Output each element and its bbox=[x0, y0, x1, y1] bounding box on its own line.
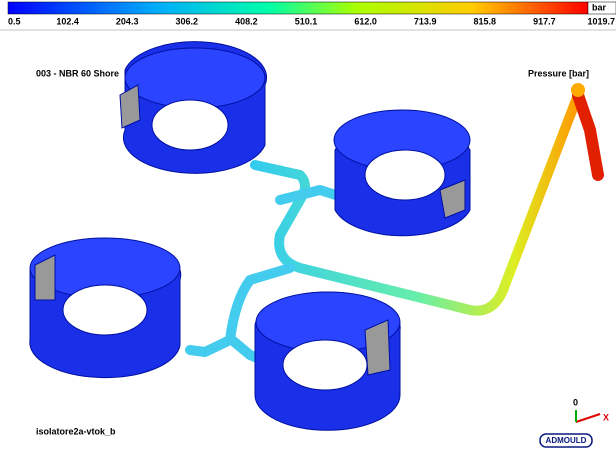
colorbar-tick-label: 0.5 bbox=[8, 16, 21, 26]
colorbar-tick-label: 102.4 bbox=[56, 16, 79, 26]
colorbar-tick-label: 408.2 bbox=[235, 16, 258, 26]
axis-triad: 0 X bbox=[573, 397, 609, 423]
colorbar-tick-label: 917.7 bbox=[533, 16, 556, 26]
axis-origin: 0 bbox=[573, 397, 578, 407]
colorbar-tick-label: 713.9 bbox=[414, 16, 437, 26]
logo: ADMOULD bbox=[539, 433, 593, 448]
colorbar-unit: bar bbox=[592, 2, 607, 12]
colorbar-tick-label: 510.1 bbox=[295, 16, 318, 26]
unit-box bbox=[587, 1, 616, 15]
colorbar bbox=[7, 1, 589, 15]
axis-x: X bbox=[603, 412, 609, 422]
model-name: isolatore2a-vtok_b bbox=[36, 426, 116, 436]
colorbar-tick-label: 306.2 bbox=[176, 16, 199, 26]
parts bbox=[29, 41, 471, 431]
colorbar-tick-label: 204.3 bbox=[116, 16, 139, 26]
colorbar-tick-label: 1019.7 bbox=[587, 16, 615, 26]
colorbar-tick-label: 612.0 bbox=[354, 16, 377, 26]
colorbar-tick-label: 815.8 bbox=[474, 16, 497, 26]
result-label: Pressure [bar] bbox=[528, 68, 589, 78]
logo-text: ADMOULD bbox=[546, 436, 587, 445]
material-label: 003 - NBR 60 Shore bbox=[36, 68, 119, 78]
